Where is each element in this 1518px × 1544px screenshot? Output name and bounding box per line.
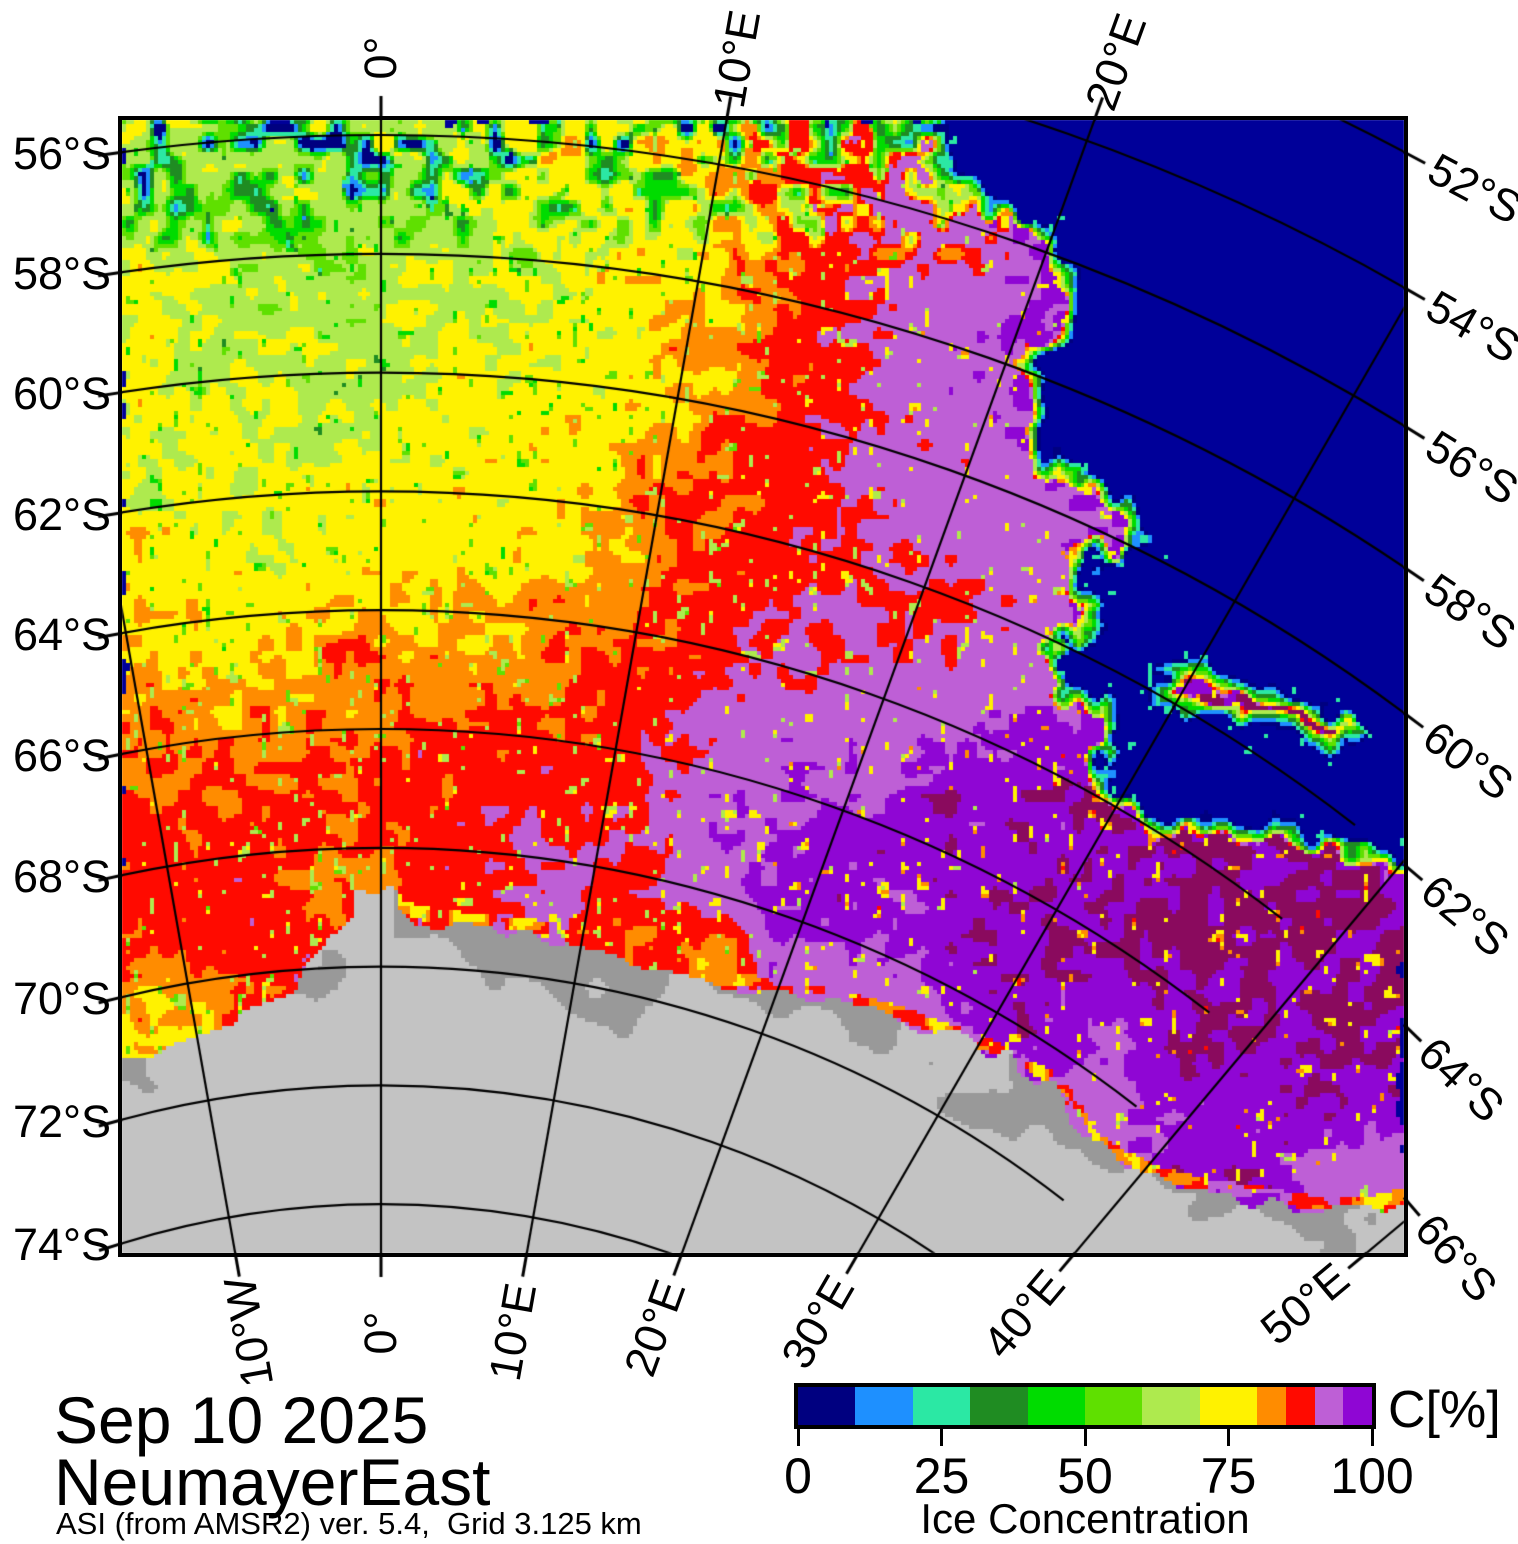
- colorbar-tick-labels: 0 25 50 75 100: [784, 1447, 1414, 1504]
- lat-label-left: 60°S: [12, 368, 112, 420]
- lat-label-left: 64°S: [12, 609, 112, 661]
- colorbar-segment: [1343, 1387, 1372, 1425]
- colorbar-tick-label: 100: [1330, 1448, 1414, 1504]
- map-frame: [118, 116, 1408, 1257]
- colorbar-segment: [1257, 1387, 1286, 1425]
- colorbar-tick: [1370, 1429, 1374, 1446]
- colorbar-segment: [1199, 1387, 1258, 1425]
- colorbar-segment: [912, 1387, 971, 1425]
- colorbar-segment: [1285, 1387, 1315, 1425]
- colorbar-tick: [1227, 1429, 1230, 1446]
- colorbar-tick-label: 0: [784, 1448, 812, 1504]
- colorbar-tick-label: 25: [913, 1448, 970, 1504]
- colorbar-segment: [1027, 1387, 1085, 1425]
- lat-label-left: 56°S: [12, 128, 112, 180]
- colorbar-ticks: [796, 1429, 1374, 1446]
- colorbar-tick-label: 50: [1057, 1448, 1113, 1504]
- region-label: NeumayerEast: [54, 1445, 491, 1519]
- lon-label-top: 0°: [355, 36, 406, 80]
- lat-label-left: 66°S: [12, 730, 112, 782]
- lat-label-left: 72°S: [12, 1095, 112, 1147]
- colorbar-segment: [970, 1387, 1028, 1425]
- colorbar-tick: [940, 1429, 943, 1446]
- colorbar-tick: [1083, 1429, 1087, 1446]
- colorbar-segment: [1142, 1387, 1200, 1425]
- lat-label-left: 58°S: [12, 248, 112, 300]
- colorbar-unit-label: C[%]: [1388, 1381, 1501, 1439]
- colorbar-title: Ice Concentration: [920, 1495, 1250, 1542]
- colorbar-segment: [1314, 1387, 1344, 1425]
- colorbar-segment: [798, 1387, 856, 1425]
- date-label: Sep 10 2025: [54, 1383, 429, 1457]
- colorbar-tick-label: 75: [1200, 1448, 1257, 1504]
- lat-label-left: 68°S: [12, 851, 112, 903]
- colorbar-segment: [855, 1387, 913, 1425]
- colorbar: [794, 1383, 1376, 1429]
- lon-label-bottom: 0°: [355, 1311, 406, 1355]
- colorbar-segment: [1084, 1387, 1143, 1425]
- product-caption: ASI (from AMSR2) ver. 5.4, Grid 3.125 km: [56, 1506, 642, 1541]
- lat-label-left: 62°S: [12, 488, 112, 540]
- lat-label-left: 74°S: [12, 1219, 112, 1271]
- colorbar-tick: [796, 1429, 800, 1446]
- lat-label-left: 70°S: [12, 973, 112, 1025]
